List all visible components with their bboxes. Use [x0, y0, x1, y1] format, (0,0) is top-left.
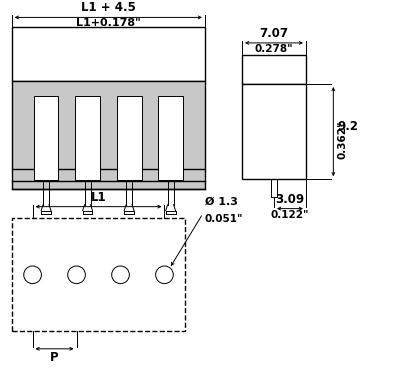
Text: 9.2: 9.2	[337, 120, 358, 133]
Bar	[34, 96, 58, 180]
Bar	[12, 218, 185, 331]
Bar	[75, 96, 100, 180]
Text: Ø 1.3: Ø 1.3	[205, 197, 238, 207]
Text: 0.362": 0.362"	[337, 120, 347, 159]
Bar	[12, 27, 205, 81]
Text: 7.07: 7.07	[260, 27, 288, 40]
Bar	[117, 96, 142, 180]
Text: L1+0.178": L1+0.178"	[76, 18, 141, 28]
Bar	[242, 55, 306, 84]
Circle shape	[156, 266, 173, 284]
Bar	[158, 96, 183, 180]
Circle shape	[112, 266, 129, 284]
Text: 0.122": 0.122"	[271, 209, 309, 220]
Text: L1: L1	[91, 191, 106, 204]
Text: P: P	[50, 351, 59, 364]
Circle shape	[24, 266, 41, 284]
Bar	[12, 81, 205, 189]
Bar	[242, 84, 306, 179]
Text: 0.051": 0.051"	[205, 213, 244, 223]
Text: 0.278": 0.278"	[255, 44, 293, 54]
Text: L1 + 4.5: L1 + 4.5	[81, 2, 136, 14]
Circle shape	[68, 266, 85, 284]
Text: 3.09: 3.09	[275, 193, 304, 206]
